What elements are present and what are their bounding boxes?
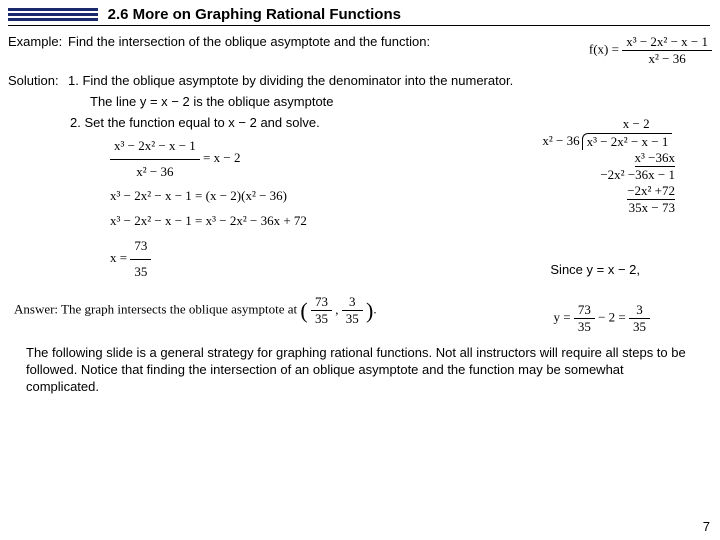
example-label: Example: — [8, 34, 68, 49]
longdiv-remainder: 35x − 73 — [600, 200, 675, 216]
y-den1: 35 — [574, 319, 595, 335]
answer-y-num: 3 — [342, 294, 363, 311]
divisor: x² − 36 — [542, 133, 581, 150]
longdiv-line2: −2x² −36x − 1 — [600, 167, 675, 183]
eq4-num: 73 — [130, 234, 151, 260]
title-underline — [8, 25, 710, 26]
func-numerator: x³ − 2x² − x − 1 — [622, 34, 712, 51]
footer-note: The following slide is a general strateg… — [26, 345, 694, 396]
func-denominator: x² − 36 — [622, 51, 712, 67]
oblique-statement: The line y = x − 2 is the oblique asympt… — [90, 94, 720, 109]
eq1-num: x³ − 2x² − x − 1 — [110, 134, 200, 160]
eq1-rhs: = x − 2 — [200, 150, 241, 165]
step1-number: 1. — [68, 73, 79, 88]
function-definition: f(x) = x³ − 2x² − x − 1 x² − 36 — [589, 34, 712, 67]
longdiv-line3: −2x² +72 — [627, 183, 675, 200]
answer-prefix: Answer: The graph intersects the oblique… — [14, 302, 300, 317]
title-decoration — [8, 6, 98, 23]
solution-label: Solution: — [8, 73, 68, 88]
answer-suffix: . — [373, 302, 376, 317]
eq4-lhs: x = — [110, 250, 130, 265]
y-equation: y = 7335 − 2 = 335 — [553, 302, 650, 335]
step1-text: Find the oblique asymptote by dividing t… — [82, 73, 513, 88]
quotient: x − 2 — [597, 116, 675, 133]
y-num1: 73 — [574, 302, 595, 319]
longdiv-line1: x³ −36x — [635, 150, 675, 167]
answer-x-num: 73 — [311, 294, 332, 311]
func-prefix: f(x) = — [589, 42, 619, 57]
long-division: x − 2 x² − 36 x³ − 2x² − x − 1 x³ −36x −… — [542, 116, 675, 216]
dividend: x³ − 2x² − x − 1 — [582, 133, 673, 150]
y-mid: − 2 = — [598, 309, 629, 324]
eq1-den: x² − 36 — [110, 160, 200, 185]
step2-text: Set the function equal to x − 2 and solv… — [84, 115, 319, 130]
page-title: 2.6 More on Graphing Rational Functions — [108, 6, 401, 23]
answer-y-den: 35 — [342, 311, 363, 327]
eq4-den: 35 — [130, 260, 151, 285]
page-number: 7 — [703, 519, 710, 534]
y-den2: 35 — [629, 319, 650, 335]
y-eq-prefix: y = — [553, 309, 573, 324]
step2-number: 2. — [70, 115, 81, 130]
since-text: Since y = x − 2, — [550, 262, 640, 277]
y-num2: 3 — [629, 302, 650, 319]
answer-comma: , — [332, 302, 342, 317]
answer-x-den: 35 — [311, 311, 332, 327]
example-prompt: Find the intersection of the oblique asy… — [68, 34, 569, 49]
